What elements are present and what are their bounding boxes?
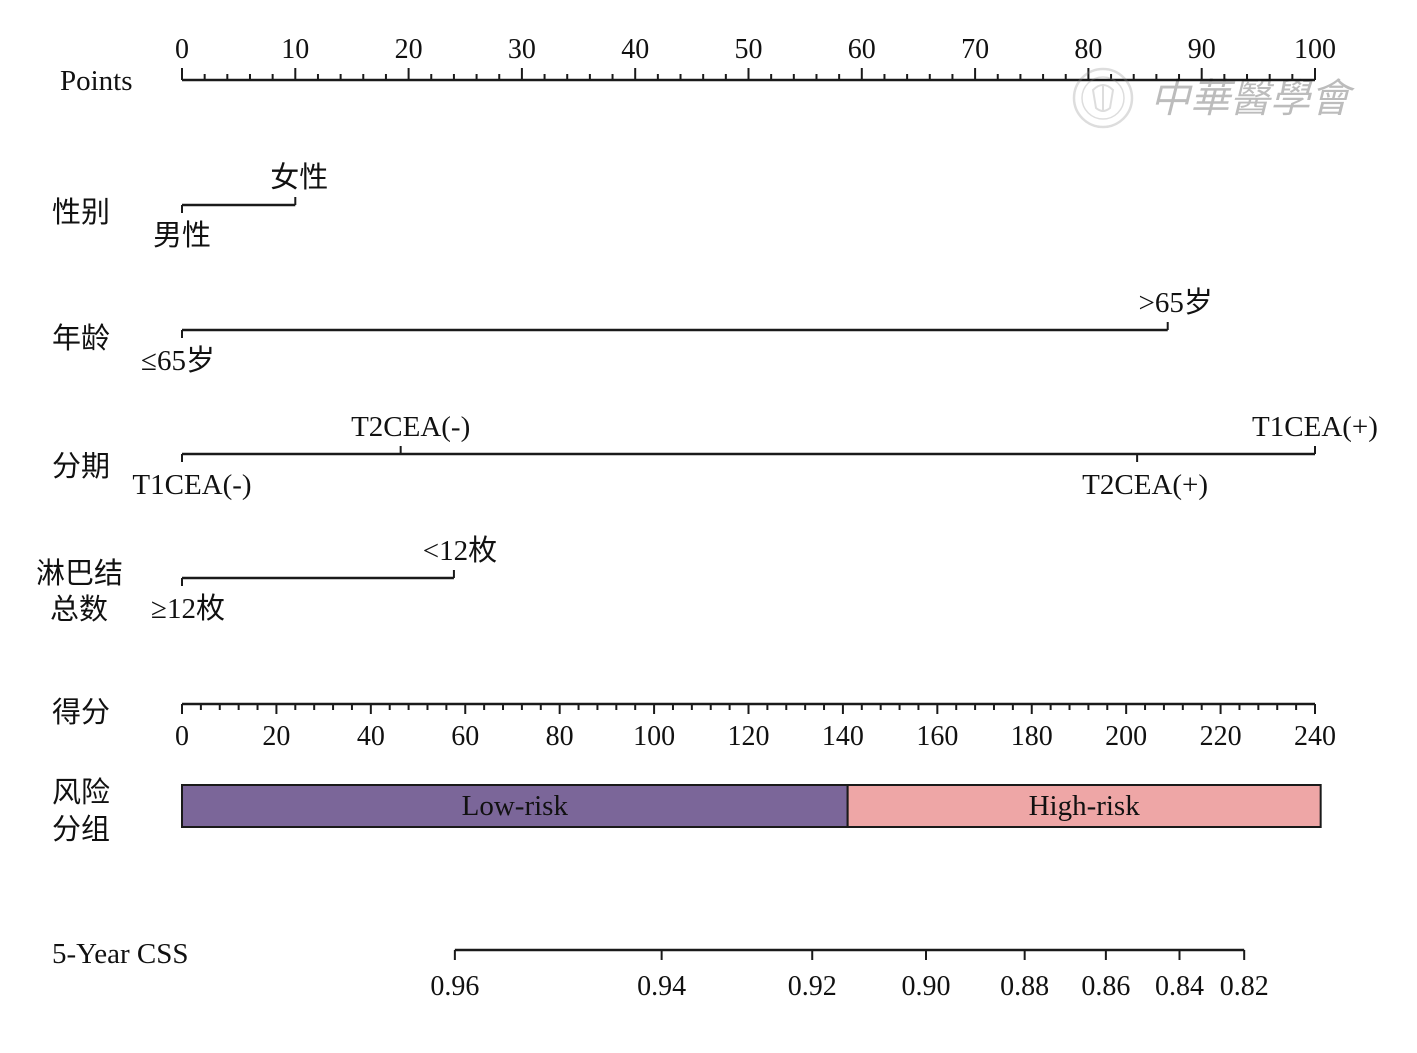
age-level-label: ≤65岁	[141, 344, 215, 377]
age-level-label: >65岁	[1139, 286, 1213, 319]
high-risk-bar	[846, 784, 1322, 828]
total-tick-label: 120	[728, 721, 770, 752]
total-tick-label: 40	[357, 721, 385, 752]
points-tick-label: 20	[395, 34, 423, 65]
css-tick-label: 0.94	[637, 971, 686, 1002]
stage-level-label: T1CEA(+)	[1252, 411, 1378, 443]
points-axis: 0 10 20 30 40 50 60 70 80 90 100	[175, 34, 1336, 82]
sex-row-label: 性别	[52, 196, 110, 229]
watermark-text: 中華醫學會	[1150, 76, 1355, 122]
total-tick-label: 20	[262, 721, 290, 752]
total-points-axis-label: 得分	[52, 696, 110, 729]
css-axis-label: 5-Year CSS	[52, 938, 188, 970]
total-tick-label: 220	[1200, 721, 1242, 752]
variable-scales: 男性 女性 ≤65岁 >65岁 T1CEA(-) T2CEA(-) T2CEA(+) T1CE…	[132, 161, 1378, 625]
css-tick-label: 0.90	[902, 971, 951, 1002]
total-tick-label: 200	[1105, 721, 1147, 752]
css-tick-label: 0.86	[1081, 971, 1130, 1002]
stage-level-label: T2CEA(+)	[1082, 469, 1208, 501]
watermark: 中華醫學會	[1072, 67, 1355, 129]
lymph_nodes-level-label: <12枚	[423, 534, 497, 567]
css-tick-label: 0.84	[1155, 971, 1204, 1002]
points-tick-label: 10	[281, 34, 309, 65]
risk-group-label-line1: 风险	[52, 776, 110, 809]
points-axis-label: Points	[60, 65, 133, 97]
css-tick-label: 0.96	[430, 971, 479, 1002]
stage-row-label: 分期	[52, 451, 110, 483]
total-tick-label: 80	[546, 721, 574, 752]
sex-level-label: 女性	[270, 161, 328, 194]
points-tick-label: 50	[735, 34, 763, 65]
css-tick-label: 0.92	[788, 971, 837, 1002]
total-points-axis: 0 20 40 60 80 100 120 140 160 180 200 220 240	[175, 702, 1336, 752]
stage-level-label: T2CEA(-)	[351, 411, 470, 443]
total-tick-label: 240	[1294, 721, 1336, 752]
total-tick-label: 60	[451, 721, 479, 752]
points-tick-label: 40	[621, 34, 649, 65]
age-row-label: 年龄	[52, 322, 110, 355]
total-tick-label: 0	[175, 721, 189, 752]
lymph_nodes-level-label: ≥12枚	[151, 592, 225, 625]
total-tick-label: 180	[1011, 721, 1053, 752]
points-tick-label: 0	[175, 34, 189, 65]
css-tick-label: 0.88	[1000, 971, 1049, 1002]
total-tick-label: 140	[822, 721, 864, 752]
lymph-nodes-row-label-line1: 淋巴结	[36, 557, 123, 590]
points-tick-label: 90	[1188, 34, 1216, 65]
lymph-nodes-row-label-line2: 总数	[50, 593, 108, 626]
css-axis: 0.96 0.94 0.92 0.90 0.88 0.86 0.84 0.82	[430, 948, 1269, 1002]
risk-group-bars: Low-risk High-risk	[181, 784, 1322, 828]
total-tick-label: 160	[916, 721, 958, 752]
total-tick-label: 100	[633, 721, 675, 752]
points-tick-label: 70	[961, 34, 989, 65]
risk-group-label-line2: 分组	[52, 813, 110, 846]
points-tick-label: 80	[1074, 34, 1102, 65]
points-tick-label: 30	[508, 34, 536, 65]
points-tick-label: 100	[1294, 34, 1336, 65]
high-risk-label: High-risk	[1029, 790, 1141, 822]
low-risk-label: Low-risk	[462, 790, 569, 822]
points-tick-label: 60	[848, 34, 876, 65]
stage-level-label: T1CEA(-)	[132, 469, 251, 501]
css-tick-label: 0.82	[1220, 971, 1269, 1002]
sex-level-label: 男性	[153, 219, 211, 252]
seal-icon	[1072, 67, 1134, 129]
